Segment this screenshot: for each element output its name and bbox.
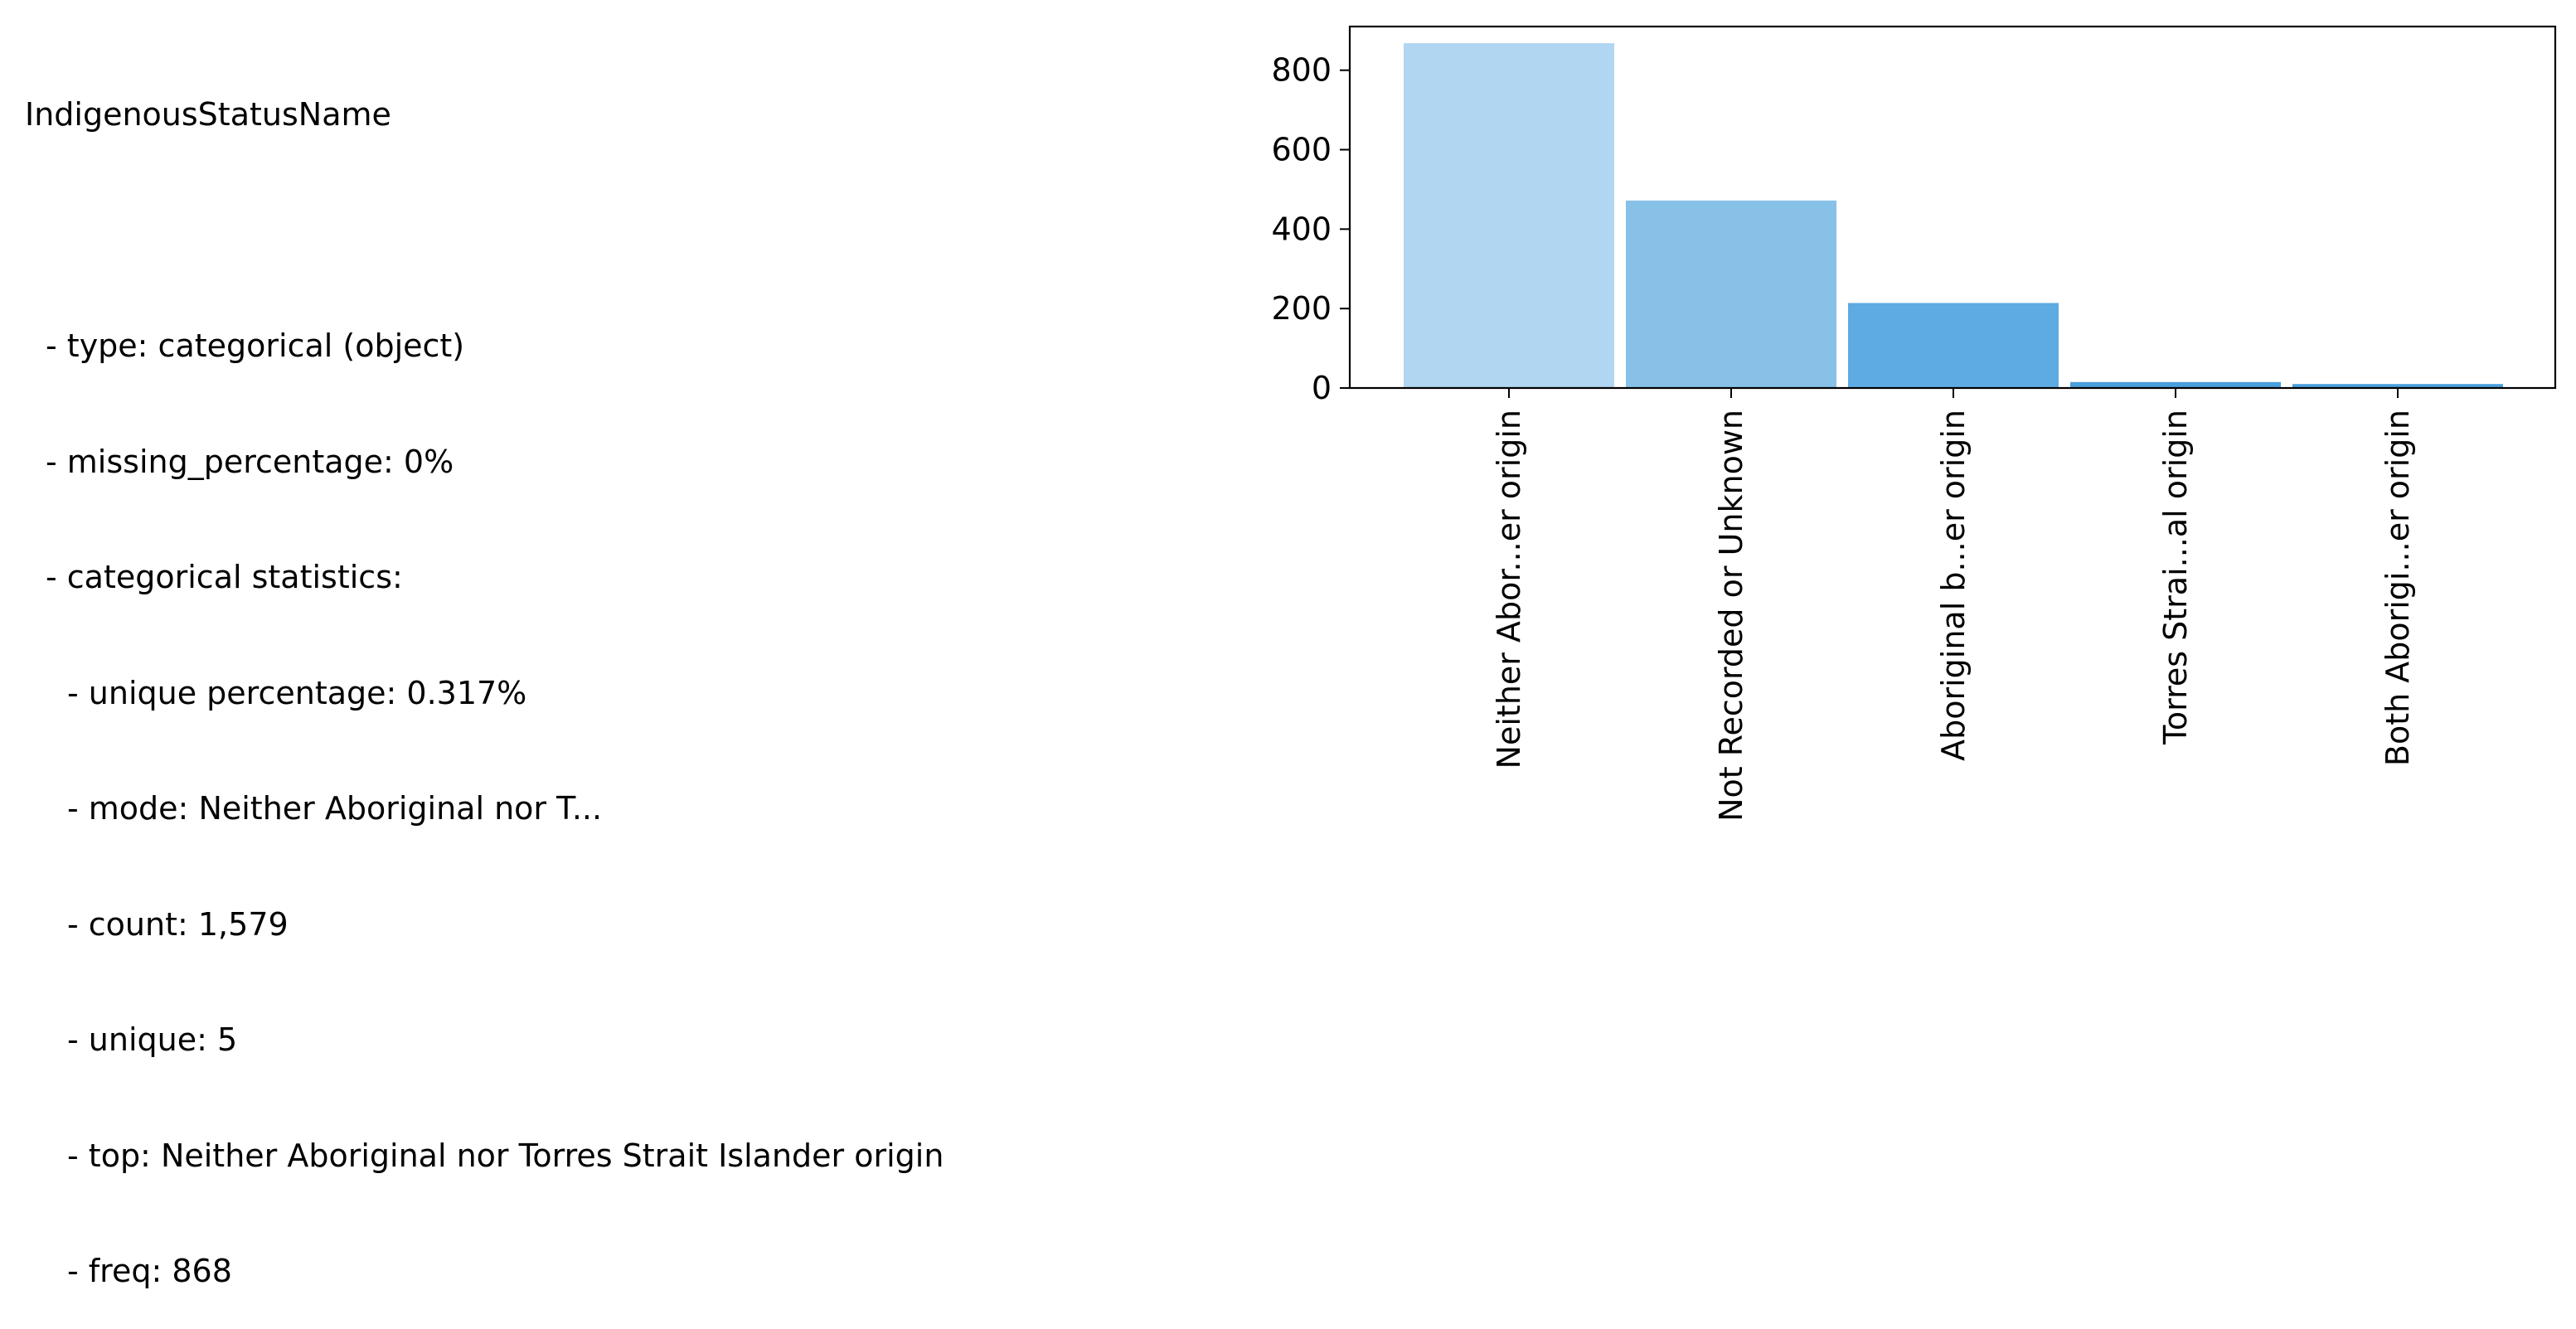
bar: [1404, 43, 1614, 388]
stat-line: - categorical statistics:: [46, 559, 403, 595]
column-name: IndigenousStatusName: [25, 96, 391, 133]
bar: [2070, 381, 2281, 388]
x-tick-label: Not Recorded or Unknown: [1713, 410, 1749, 822]
stat-line: - missing_percentage: 0%: [46, 443, 454, 480]
stat-line: - unique: 5: [67, 1021, 238, 1058]
stat-line: - unique percentage: 0.317%: [67, 674, 527, 711]
bar: [1626, 200, 1836, 388]
stat-line: - top: Neither Aboriginal nor Torres Str…: [67, 1137, 944, 1174]
x-tick-label: Torres Strai...al origin: [2157, 410, 2194, 745]
stat-line: - count: 1,579: [67, 905, 289, 943]
y-tick-label: 600: [1271, 132, 1332, 168]
y-tick-label: 0: [1312, 370, 1332, 406]
bars-layer: [1404, 43, 2503, 388]
stat-line: - freq: 868: [67, 1253, 232, 1289]
stat-line: - mode: Neither Aboriginal nor T...: [67, 790, 603, 827]
bar: [2292, 384, 2503, 388]
y-tick-label: 400: [1271, 211, 1332, 247]
x-axis: Neither Abor...er origin Not Recorded or …: [1491, 388, 2416, 822]
bar: [1848, 303, 2059, 388]
y-axis: 0 200 400 600 800: [1271, 52, 1350, 406]
bar-chart: 0 200 400 600 800 Neither Abor...er origin No…: [1271, 25, 2557, 822]
y-tick-label: 800: [1271, 52, 1332, 89]
x-tick-label: Aboriginal b...er origin: [1935, 410, 1972, 761]
stat-line: - type: categorical (object): [46, 327, 465, 364]
y-tick-label: 200: [1271, 290, 1332, 327]
x-tick-label: Neither Abor...er origin: [1491, 410, 1527, 769]
plot-frame: [1348, 25, 2557, 390]
x-tick-label: Both Aborigi...er origin: [2380, 410, 2416, 766]
